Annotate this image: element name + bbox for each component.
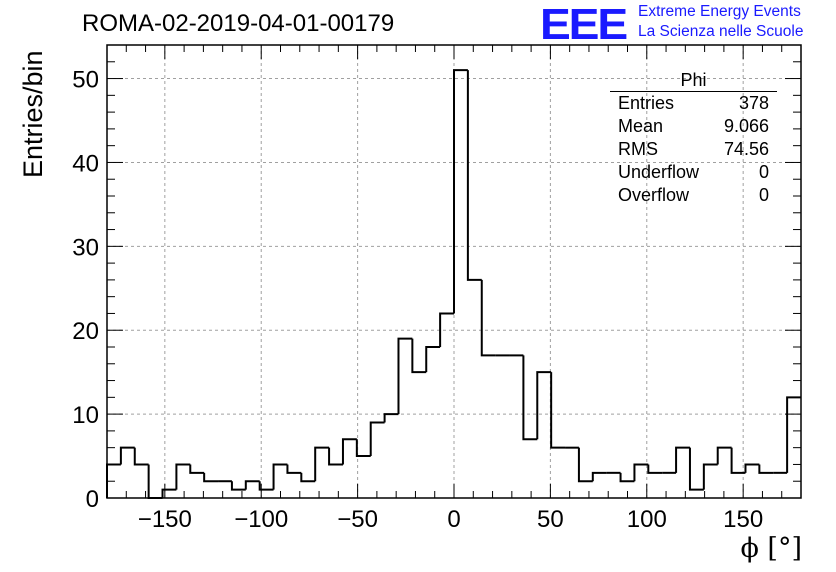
stats-label: RMS xyxy=(618,139,658,159)
histogram-bin xyxy=(203,472,219,483)
histogram-bin xyxy=(411,338,427,374)
histogram-bin xyxy=(244,480,260,490)
stats-label: Underflow xyxy=(618,162,700,182)
eee-logo: EEE xyxy=(539,0,628,49)
histogram-bin xyxy=(161,488,177,498)
histogram-bin xyxy=(702,463,718,490)
x-tick-label: 0 xyxy=(447,506,460,533)
histogram-bin xyxy=(147,464,163,499)
histogram-bin xyxy=(688,447,704,491)
y-tick-label: 10 xyxy=(72,402,99,429)
histogram-bin xyxy=(314,446,330,482)
histogram-bin xyxy=(439,312,454,347)
stats-row: RMS 74.56 xyxy=(610,138,777,161)
y-tick-label: 20 xyxy=(72,318,99,345)
histogram-bin xyxy=(425,346,441,373)
x-tick-label: −150 xyxy=(138,506,192,533)
stats-row: Entries 378 xyxy=(610,92,777,115)
histogram-bin xyxy=(328,447,343,466)
stats-title: Phi xyxy=(610,70,777,92)
x-tick-label: −100 xyxy=(234,506,288,533)
histogram-bin xyxy=(453,69,468,314)
y-tick-label: 30 xyxy=(72,234,99,261)
stats-box: Phi Entries 378 Mean 9.066 RMS 74.56 Und… xyxy=(610,70,777,207)
histogram-bin xyxy=(633,463,649,482)
x-tick-label: 100 xyxy=(627,506,667,533)
stats-value: 9.066 xyxy=(723,116,769,136)
histogram-bin xyxy=(591,471,607,482)
histogram-bin xyxy=(550,372,566,449)
brand-line-1: Extreme Energy Events xyxy=(638,3,801,20)
brand-line-2: La Scienza nelle Scuole xyxy=(638,23,804,40)
histogram-bin xyxy=(355,439,371,458)
stats-value: 0 xyxy=(758,162,769,182)
histogram-bin xyxy=(730,447,746,474)
histogram-bin xyxy=(175,463,191,490)
y-tick-label: 40 xyxy=(72,150,99,177)
histogram-bin xyxy=(716,446,732,465)
stats-value: 74.56 xyxy=(723,139,769,159)
x-tick-label: −50 xyxy=(337,506,378,533)
histogram-bin xyxy=(522,355,538,441)
y-tick-label: 0 xyxy=(86,486,99,513)
histogram-bin xyxy=(647,464,663,474)
y-axis-label: Entries/bin xyxy=(18,50,48,178)
histogram-bin xyxy=(577,447,593,483)
histogram-bin xyxy=(744,463,760,473)
histogram-bin xyxy=(619,472,635,483)
histogram-bin xyxy=(758,464,774,474)
run-title: ROMA-02-2019-04-01-00179 xyxy=(82,10,395,37)
histogram-bin xyxy=(675,446,690,473)
histogram-bin xyxy=(341,438,357,465)
histogram-bin xyxy=(286,464,302,474)
x-tick-label: 150 xyxy=(723,506,763,533)
stats-label: Entries xyxy=(618,93,675,113)
stats-label: Mean xyxy=(618,116,664,136)
histogram-bin xyxy=(258,481,274,491)
stats-label: Overflow xyxy=(618,185,690,205)
histogram-bin xyxy=(133,447,149,466)
histogram-bin xyxy=(480,279,496,357)
stats-value: 0 xyxy=(758,185,769,205)
stats-row: Overflow 0 xyxy=(610,184,777,207)
stats-row: Mean 9.066 xyxy=(610,115,777,138)
histogram-bin xyxy=(383,413,399,423)
histogram-bin xyxy=(466,70,482,281)
histogram-bin xyxy=(272,463,288,490)
histogram-bin xyxy=(300,472,316,483)
histogram-bin xyxy=(119,446,135,465)
stats-row: Underflow 0 xyxy=(610,161,777,184)
x-axis-label: ϕ [°] xyxy=(740,533,802,564)
histogram-bin xyxy=(230,481,246,491)
y-tick-label: 50 xyxy=(72,67,99,94)
histogram-bin xyxy=(536,371,552,440)
x-tick-label: 50 xyxy=(537,506,564,533)
histogram-bin xyxy=(369,421,385,457)
histogram-bin xyxy=(397,337,413,415)
histogram-bin xyxy=(786,396,801,473)
histogram-bin xyxy=(189,464,205,474)
stats-value: 378 xyxy=(738,93,769,113)
plot-frame xyxy=(106,44,802,499)
